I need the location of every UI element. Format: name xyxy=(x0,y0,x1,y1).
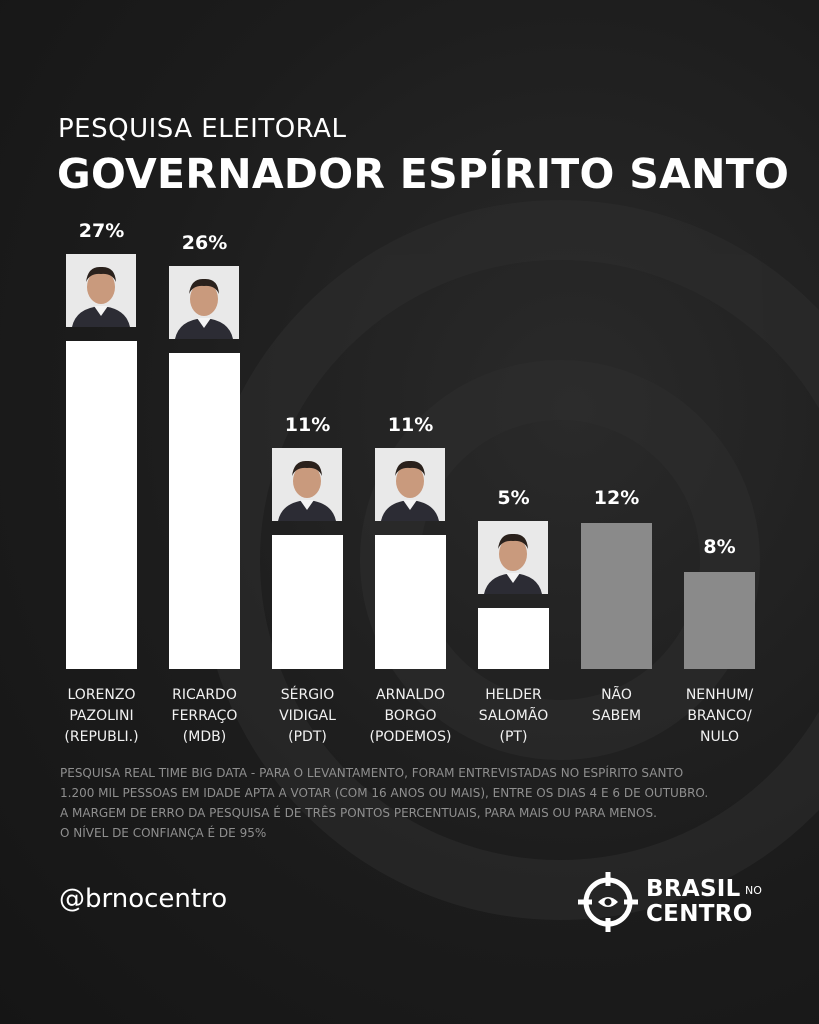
brand-logo: BRASIL NO CENTRO xyxy=(578,872,768,932)
bar xyxy=(684,571,755,669)
category-label: RICARDO FERRAÇO (MDB) xyxy=(171,687,238,745)
bar xyxy=(169,353,240,669)
category-label: ARNALDO BORGO (PODEMOS) xyxy=(369,687,452,745)
social-handle: @brnocentro xyxy=(59,884,228,914)
crosshair-eye-icon xyxy=(578,872,638,932)
candidate-photo xyxy=(478,521,548,595)
footnote-line: PESQUISA REAL TIME BIG DATA - PARA O LEV… xyxy=(60,766,684,780)
bar xyxy=(478,608,549,669)
value-label: 5% xyxy=(497,487,530,510)
brand-name-line1: BRASIL xyxy=(646,876,741,902)
footnote: PESQUISA REAL TIME BIG DATA - PARA O LEV… xyxy=(60,763,770,843)
bar xyxy=(581,523,652,669)
value-label: 26% xyxy=(181,232,228,255)
footnote-line: A MARGEM DE ERRO DA PESQUISA É DE TRÊS P… xyxy=(60,806,657,820)
bar xyxy=(66,341,137,669)
page-title: GOVERNADOR ESPÍRITO SANTO xyxy=(57,150,790,198)
candidate-photo xyxy=(169,266,239,340)
bar xyxy=(375,535,446,669)
value-label: 8% xyxy=(703,535,736,558)
brand-name-line2: CENTRO xyxy=(646,901,753,927)
value-label: 12% xyxy=(593,487,640,510)
category-label: NENHUM/ BRANCO/ NULO xyxy=(685,687,754,745)
category-label: LORENZO PAZOLINI (REPUBLI.) xyxy=(64,687,139,745)
value-label: 11% xyxy=(387,414,434,437)
category-label: SÉRGIO VIDIGAL (PDT) xyxy=(279,687,336,745)
footnote-line: 1.200 MIL PESSOAS EM IDADE APTA A VOTAR … xyxy=(60,786,709,800)
brand-name-small: NO xyxy=(745,884,762,897)
page-subtitle: PESQUISA ELEITORAL xyxy=(58,114,347,144)
bar-chart: 27% LORENZO PAZOLINI (REPUBLI.) 26% RICARDO… xyxy=(64,220,755,745)
category-label: NÃO SABEM xyxy=(591,687,642,724)
bar xyxy=(272,535,343,669)
candidate-photo xyxy=(375,448,445,522)
candidate-photo xyxy=(272,448,342,522)
category-label: HELDER SALOMÃO (PT) xyxy=(478,687,549,745)
value-label: 11% xyxy=(284,414,331,437)
value-label: 27% xyxy=(78,220,125,242)
candidate-photo xyxy=(66,254,136,327)
footnote-line: O NÍVEL DE CONFIANÇA É DE 95% xyxy=(60,826,267,840)
